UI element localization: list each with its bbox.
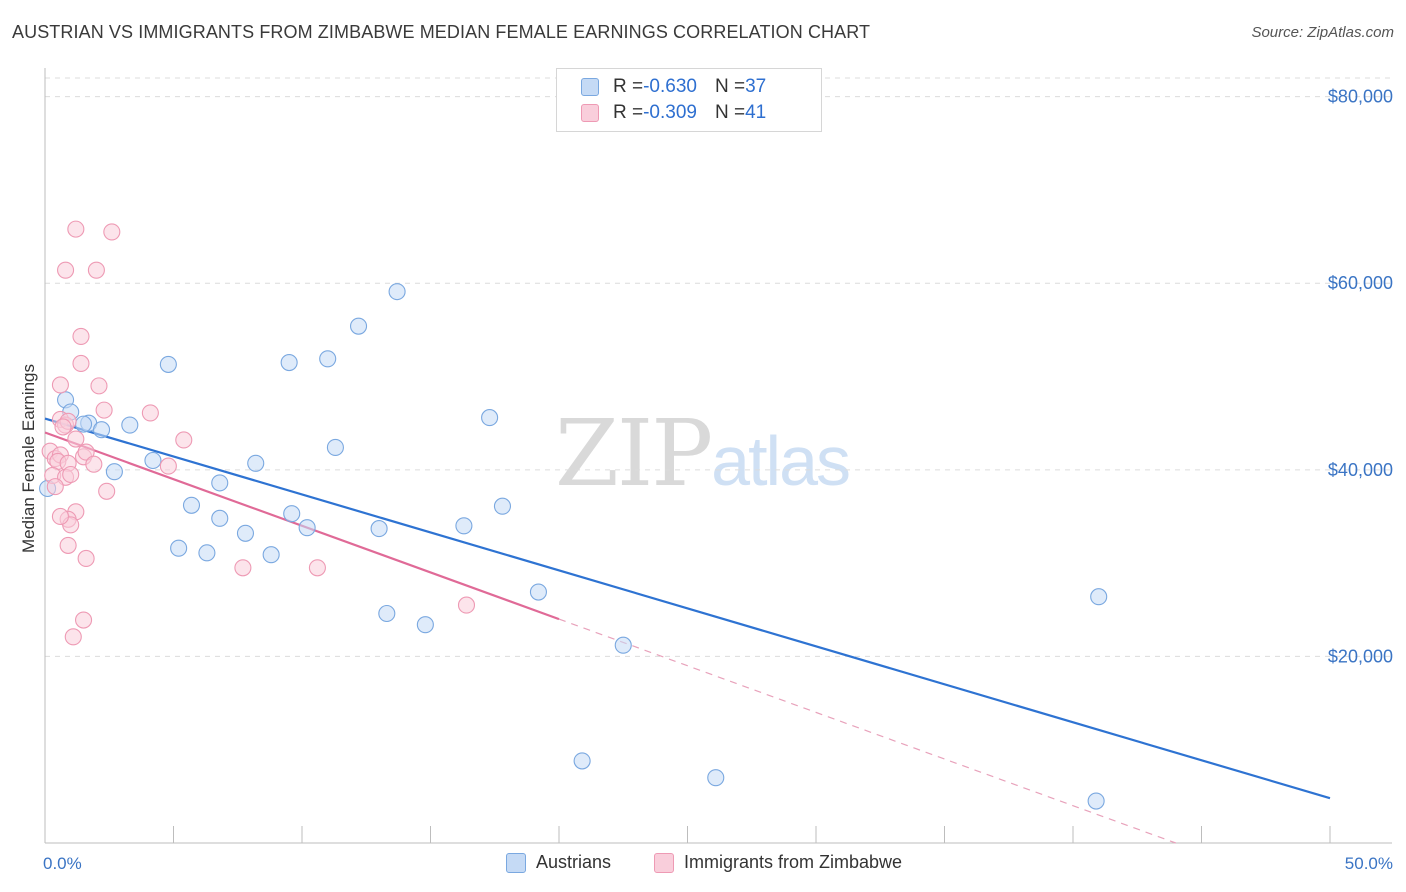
point-austrians — [298, 519, 316, 537]
point-austrians — [1087, 792, 1105, 810]
watermark: ZIPatlas — [555, 400, 851, 507]
point-zimbabwe — [59, 536, 77, 554]
point-zimbabwe — [64, 628, 82, 646]
point-zimbabwe — [98, 482, 116, 500]
y-tick-label: $40,000 — [1328, 460, 1393, 480]
point-zimbabwe — [457, 596, 476, 614]
point-austrians — [105, 463, 123, 481]
legend-r-value: -0.630 — [643, 76, 697, 97]
point-zimbabwe — [72, 327, 90, 345]
legend-row-austrians: R = -0.630 N = 37 — [581, 75, 766, 99]
point-austrians — [283, 505, 301, 523]
point-austrians — [92, 421, 111, 439]
point-zimbabwe — [67, 430, 85, 448]
legend-r-label: R = — [613, 76, 644, 97]
point-zimbabwe — [75, 611, 93, 629]
y-axis-label: Median Female Earnings — [19, 364, 38, 553]
series-swatch-zimbabwe — [654, 852, 674, 873]
point-austrians — [236, 524, 255, 542]
data-points — [39, 220, 1108, 810]
point-zimbabwe — [51, 376, 69, 394]
point-austrians — [529, 583, 547, 601]
point-austrians — [198, 544, 216, 562]
point-austrians — [481, 409, 499, 427]
source-label: Source: ZipAtlas.com — [1251, 24, 1394, 41]
point-zimbabwe — [87, 261, 105, 279]
point-austrians — [319, 350, 337, 368]
series-legend: Austrians Immigrants from Zimbabwe — [0, 852, 1406, 876]
series-swatch-austrians — [506, 852, 526, 873]
y-tick-label: $80,000 — [1328, 87, 1393, 107]
axis-labels: $20,000 $40,000 $60,000 $80,000 0.0% 50.0% Med… — [19, 87, 1393, 873]
y-tick-label: $20,000 — [1328, 646, 1393, 666]
watermark-zip: ZIP — [555, 400, 713, 507]
chart-title: AUSTRIAN VS IMMIGRANTS FROM ZIMBABWE MED… — [12, 22, 871, 42]
axes — [44, 68, 1392, 844]
point-zimbabwe — [46, 478, 64, 496]
point-austrians — [280, 353, 298, 372]
series-legend-zimbabwe: Immigrants from Zimbabwe — [654, 852, 902, 873]
legend-r-label: R = — [613, 102, 644, 123]
point-zimbabwe — [54, 418, 72, 436]
legend-n-value: 41 — [745, 102, 767, 123]
legend-swatch-zimbabwe — [581, 104, 599, 122]
point-zimbabwe — [51, 507, 69, 526]
legend-n-value: 37 — [745, 76, 767, 97]
point-austrians — [182, 496, 201, 514]
point-austrians — [455, 517, 473, 535]
point-austrians — [121, 416, 139, 434]
x-tick-label: 0.0% — [43, 854, 82, 873]
point-zimbabwe — [308, 559, 326, 577]
point-zimbabwe — [234, 559, 252, 577]
legend-row-zimbabwe: R = -0.309 N = 41 — [581, 101, 766, 125]
legend-n-label: N = — [714, 102, 746, 123]
watermark-atlas: atlas — [711, 422, 851, 500]
legend-r-value: -0.309 — [643, 102, 697, 123]
point-zimbabwe — [141, 404, 159, 422]
point-austrians — [573, 752, 591, 770]
point-zimbabwe — [103, 223, 121, 241]
series-legend-austrians: Austrians — [506, 852, 611, 873]
point-austrians — [1090, 588, 1108, 606]
point-zimbabwe — [72, 354, 90, 373]
point-austrians — [144, 451, 162, 470]
point-austrians — [75, 415, 93, 433]
point-austrians — [262, 546, 280, 564]
point-zimbabwe — [77, 549, 95, 568]
point-zimbabwe — [85, 455, 103, 473]
correlation-legend: R = -0.630 N = 37 R = -0.309 N = 41 — [556, 68, 822, 132]
legend-swatch-austrians — [581, 78, 599, 96]
point-austrians — [388, 283, 406, 301]
point-zimbabwe — [77, 443, 95, 461]
point-austrians — [614, 636, 632, 654]
point-zimbabwe — [159, 457, 177, 475]
point-austrians — [211, 509, 229, 527]
legend-n-label: N = — [714, 76, 746, 97]
point-austrians — [211, 474, 229, 492]
trend-line-austrians — [44, 417, 1331, 800]
point-austrians — [378, 604, 396, 623]
y-tick-label: $60,000 — [1328, 273, 1393, 293]
point-zimbabwe — [57, 261, 75, 279]
series-label-zimbabwe: Immigrants from Zimbabwe — [684, 852, 903, 872]
point-zimbabwe — [175, 431, 193, 449]
series-label-austrians: Austrians — [536, 852, 612, 872]
point-austrians — [493, 497, 512, 515]
point-austrians — [159, 355, 177, 373]
point-austrians — [247, 454, 265, 472]
trend-lines — [44, 417, 1331, 844]
point-zimbabwe — [95, 401, 113, 419]
trend-line-zimbabwe-extension — [558, 618, 1177, 844]
x-tick-label: 50.0% — [1345, 854, 1393, 873]
point-austrians — [326, 438, 344, 456]
point-zimbabwe — [67, 220, 85, 238]
point-austrians — [349, 317, 368, 335]
point-austrians — [370, 520, 388, 538]
point-zimbabwe — [90, 377, 108, 395]
point-austrians — [170, 539, 188, 557]
point-zimbabwe — [62, 465, 80, 484]
point-austrians — [707, 769, 725, 787]
point-austrians — [416, 616, 434, 634]
